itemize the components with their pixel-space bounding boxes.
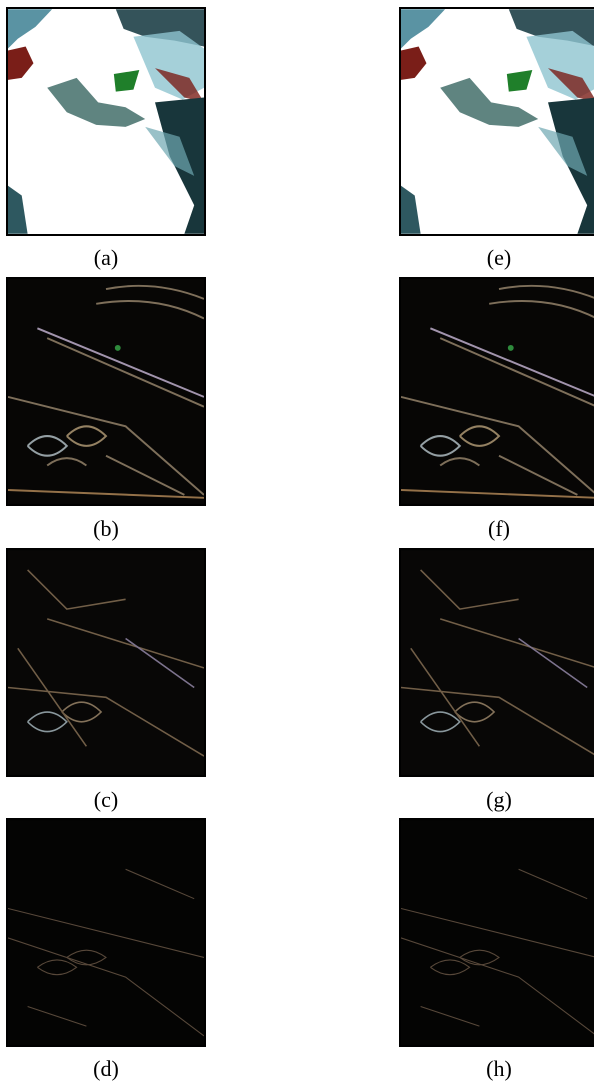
panel-g-image [399, 548, 594, 777]
caption-g: (g) [486, 787, 512, 812]
panel-c-edges-image [8, 550, 204, 775]
caption-b: (b) [93, 516, 119, 541]
panel-a-image [6, 7, 206, 236]
caption-a: (a) [93, 245, 119, 270]
caption-h: (h) [486, 1056, 512, 1081]
panel-e-smooth-image [401, 9, 594, 234]
panel-a-smooth-image [8, 9, 204, 234]
panel-g-edges-image [401, 550, 594, 775]
caption-f: (f) [488, 516, 510, 541]
panel-d-image [6, 818, 206, 1047]
panel-h-image [399, 818, 594, 1047]
panel-h-edges-image [401, 820, 594, 1045]
panel-f-image [399, 277, 594, 506]
panel-e-image [399, 7, 594, 236]
caption-c: (c) [93, 787, 119, 812]
panel-f-edges-image [401, 279, 594, 504]
caption-d: (d) [93, 1056, 119, 1081]
panel-b-edges-image [8, 279, 204, 504]
panel-b-image [6, 277, 206, 506]
panel-d-edges-image [8, 820, 204, 1045]
caption-e: (e) [486, 245, 512, 270]
panel-c-image [6, 548, 206, 777]
